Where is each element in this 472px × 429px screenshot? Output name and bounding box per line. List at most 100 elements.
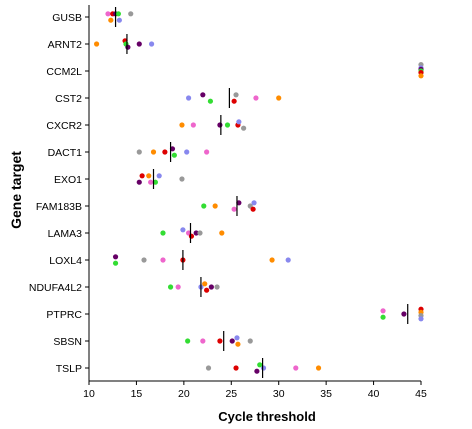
data-point (208, 284, 214, 290)
data-point (204, 287, 210, 293)
data-point (204, 149, 210, 155)
data-point (201, 203, 207, 209)
data-point (418, 316, 424, 322)
y-tick-label: SBSN (53, 336, 82, 348)
y-tick-label: ARNT2 (48, 39, 83, 51)
data-point (236, 119, 242, 125)
gene-row-dact1: DACT1 (48, 142, 210, 162)
y-tick-label: TSLP (56, 363, 82, 375)
data-point (234, 335, 240, 341)
data-point (190, 122, 196, 128)
data-point (160, 257, 166, 263)
data-point (93, 41, 100, 47)
data-point (247, 338, 253, 344)
gene-row-cxcr2: CXCR2 (46, 115, 247, 135)
data-point (150, 149, 157, 155)
data-point (229, 338, 235, 344)
y-tick-label: CCM2L (46, 66, 82, 78)
gene-row-ptprc: PTPRC (46, 304, 424, 324)
data-point (257, 362, 263, 368)
data-point (112, 254, 119, 260)
gene-rows: GUSB ARNT2 CCM2L CST2 CXCR2 DACT1 EXO1 FAM183B L… (29, 7, 424, 378)
data-point (179, 176, 185, 182)
gene-row-ccm2l: CCM2L (46, 62, 424, 79)
data-point (139, 173, 145, 179)
data-point (380, 308, 386, 314)
data-point (217, 122, 223, 128)
data-point (136, 179, 142, 185)
gene-row-arnt2: ARNT2 (48, 34, 155, 54)
x-tick-label: 15 (131, 388, 143, 400)
data-point (146, 173, 152, 179)
data-point (380, 314, 386, 320)
y-tick-label: CXCR2 (46, 120, 82, 132)
data-point (207, 98, 214, 104)
data-point (180, 227, 186, 233)
data-point (162, 149, 168, 155)
x-tick-label: 35 (320, 388, 332, 400)
x-tick-label: 45 (415, 388, 427, 400)
gene-row-cst2: CST2 (55, 88, 282, 108)
data-point (156, 173, 162, 179)
y-tick-label: PTPRC (46, 309, 82, 321)
data-point (184, 149, 190, 155)
data-point (116, 17, 122, 23)
data-point (125, 44, 131, 50)
data-point (141, 257, 147, 263)
y-tick-label: EXO1 (54, 174, 82, 186)
data-point (219, 230, 225, 236)
data-point (188, 233, 195, 239)
data-point (205, 365, 212, 371)
data-point (235, 341, 241, 347)
y-tick-label: DACT1 (48, 147, 83, 159)
data-point (260, 365, 267, 371)
data-point (167, 284, 174, 290)
gene-row-sbsn: SBSN (53, 331, 253, 351)
y-tick-label: GUSB (52, 12, 82, 24)
data-point (231, 98, 237, 104)
gene-row-lama3: LAMA3 (48, 223, 225, 243)
data-point (175, 284, 181, 290)
data-point (212, 203, 218, 209)
data-point (193, 230, 199, 236)
data-point (186, 95, 192, 101)
data-point (251, 200, 257, 206)
data-point (160, 230, 166, 236)
data-point (200, 338, 206, 344)
data-point (233, 365, 239, 371)
data-point (149, 41, 155, 47)
data-point (217, 338, 223, 344)
x-axis-title: Cycle threshold (218, 409, 316, 424)
gene-row-ndufa4l2: NDUFA4L2 (29, 277, 220, 297)
data-point (171, 152, 177, 158)
data-point (224, 122, 231, 128)
gene-row-exo1: EXO1 (54, 169, 185, 189)
x-tick-label: 20 (178, 388, 190, 400)
gene-row-tslp: TSLP (56, 358, 322, 378)
data-point (136, 41, 142, 47)
data-point (185, 338, 191, 344)
data-point (253, 95, 259, 101)
data-point (128, 11, 134, 17)
y-tick-label: LAMA3 (48, 228, 83, 240)
y-tick-label: FAM183B (36, 201, 82, 213)
data-point (179, 122, 185, 128)
gene-row-fam183b: FAM183B (36, 196, 257, 216)
data-point (241, 125, 247, 131)
data-point (418, 73, 424, 79)
data-point (148, 179, 154, 185)
data-point (115, 11, 122, 17)
data-point (112, 260, 119, 266)
x-tick-label: 25 (225, 388, 237, 400)
data-point (108, 17, 114, 23)
data-point (105, 11, 111, 17)
gene-row-gusb: GUSB (52, 7, 134, 27)
y-tick-label: CST2 (55, 93, 82, 105)
data-point (276, 95, 282, 101)
data-point (269, 257, 275, 263)
data-point (202, 281, 208, 287)
data-point (254, 368, 260, 374)
x-tick-label: 10 (83, 388, 95, 400)
data-point (214, 284, 220, 290)
